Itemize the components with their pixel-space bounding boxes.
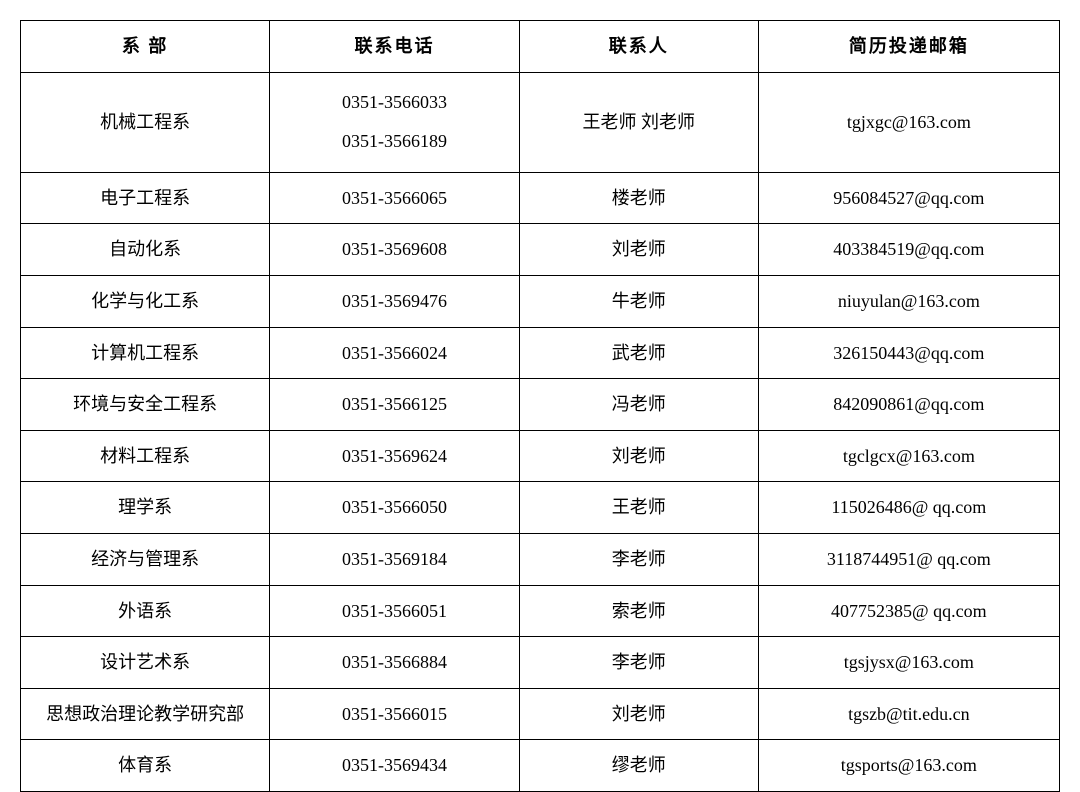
header-contact: 联系人	[519, 21, 758, 73]
table-row: 设计艺术系0351-3566884李老师tgsjysx@163.com	[21, 637, 1060, 689]
cell-contact: 李老师	[519, 533, 758, 585]
cell-phone: 0351-3569184	[270, 533, 519, 585]
cell-email: 326150443@qq.com	[758, 327, 1059, 379]
cell-dept: 计算机工程系	[21, 327, 270, 379]
cell-dept: 电子工程系	[21, 172, 270, 224]
cell-dept: 经济与管理系	[21, 533, 270, 585]
table-header: 系 部 联系电话 联系人 简历投递邮箱	[21, 21, 1060, 73]
cell-email: tgsjysx@163.com	[758, 637, 1059, 689]
cell-phone: 0351-35660330351-3566189	[270, 72, 519, 172]
table-row: 环境与安全工程系0351-3566125冯老师842090861@qq.com	[21, 379, 1060, 431]
cell-email: tgszb@tit.edu.cn	[758, 688, 1059, 740]
table-row: 化学与化工系0351-3569476牛老师niuyulan@163.com	[21, 275, 1060, 327]
cell-contact: 刘老师	[519, 430, 758, 482]
table-row: 计算机工程系0351-3566024武老师326150443@qq.com	[21, 327, 1060, 379]
cell-contact: 楼老师	[519, 172, 758, 224]
cell-contact: 索老师	[519, 585, 758, 637]
cell-contact: 王老师 刘老师	[519, 72, 758, 172]
cell-phone: 0351-3569476	[270, 275, 519, 327]
header-row: 系 部 联系电话 联系人 简历投递邮箱	[21, 21, 1060, 73]
cell-contact: 武老师	[519, 327, 758, 379]
phone-line: 0351-3566033	[274, 83, 514, 123]
table-body: 机械工程系0351-35660330351-3566189王老师 刘老师tgjx…	[21, 72, 1060, 791]
cell-email: 115026486@ qq.com	[758, 482, 1059, 534]
cell-contact: 缪老师	[519, 740, 758, 792]
cell-email: tgsports@163.com	[758, 740, 1059, 792]
cell-email: 403384519@qq.com	[758, 224, 1059, 276]
cell-contact: 冯老师	[519, 379, 758, 431]
cell-phone: 0351-3566024	[270, 327, 519, 379]
header-phone: 联系电话	[270, 21, 519, 73]
contact-table-container: 系 部 联系电话 联系人 简历投递邮箱 机械工程系0351-3566033035…	[20, 20, 1060, 792]
cell-phone: 0351-3569608	[270, 224, 519, 276]
cell-phone: 0351-3566884	[270, 637, 519, 689]
table-row: 理学系0351-3566050王老师115026486@ qq.com	[21, 482, 1060, 534]
cell-email: 956084527@qq.com	[758, 172, 1059, 224]
cell-contact: 刘老师	[519, 224, 758, 276]
phone-line: 0351-3566189	[274, 122, 514, 162]
table-row: 电子工程系0351-3566065楼老师956084527@qq.com	[21, 172, 1060, 224]
cell-email: tgclgcx@163.com	[758, 430, 1059, 482]
cell-phone: 0351-3569434	[270, 740, 519, 792]
cell-email: 3118744951@ qq.com	[758, 533, 1059, 585]
cell-dept: 设计艺术系	[21, 637, 270, 689]
cell-email: 842090861@qq.com	[758, 379, 1059, 431]
cell-contact: 王老师	[519, 482, 758, 534]
cell-contact: 牛老师	[519, 275, 758, 327]
cell-dept: 理学系	[21, 482, 270, 534]
cell-contact: 刘老师	[519, 688, 758, 740]
cell-dept: 思想政治理论教学研究部	[21, 688, 270, 740]
cell-phone: 0351-3566015	[270, 688, 519, 740]
cell-phone: 0351-3569624	[270, 430, 519, 482]
cell-dept: 自动化系	[21, 224, 270, 276]
table-row: 经济与管理系0351-3569184李老师3118744951@ qq.com	[21, 533, 1060, 585]
table-row: 自动化系0351-3569608刘老师403384519@qq.com	[21, 224, 1060, 276]
contact-table: 系 部 联系电话 联系人 简历投递邮箱 机械工程系0351-3566033035…	[20, 20, 1060, 792]
table-row: 材料工程系0351-3569624刘老师tgclgcx@163.com	[21, 430, 1060, 482]
header-dept: 系 部	[21, 21, 270, 73]
cell-dept: 体育系	[21, 740, 270, 792]
cell-dept: 环境与安全工程系	[21, 379, 270, 431]
table-row: 外语系0351-3566051索老师407752385@ qq.com	[21, 585, 1060, 637]
cell-email: tgjxgc@163.com	[758, 72, 1059, 172]
cell-phone: 0351-3566050	[270, 482, 519, 534]
cell-phone: 0351-3566051	[270, 585, 519, 637]
cell-phone: 0351-3566065	[270, 172, 519, 224]
cell-email: niuyulan@163.com	[758, 275, 1059, 327]
cell-dept: 外语系	[21, 585, 270, 637]
table-row: 思想政治理论教学研究部0351-3566015刘老师tgszb@tit.edu.…	[21, 688, 1060, 740]
cell-email: 407752385@ qq.com	[758, 585, 1059, 637]
table-row: 体育系0351-3569434缪老师tgsports@163.com	[21, 740, 1060, 792]
cell-contact: 李老师	[519, 637, 758, 689]
table-row: 机械工程系0351-35660330351-3566189王老师 刘老师tgjx…	[21, 72, 1060, 172]
header-email: 简历投递邮箱	[758, 21, 1059, 73]
cell-phone: 0351-3566125	[270, 379, 519, 431]
cell-dept: 机械工程系	[21, 72, 270, 172]
cell-dept: 化学与化工系	[21, 275, 270, 327]
cell-dept: 材料工程系	[21, 430, 270, 482]
